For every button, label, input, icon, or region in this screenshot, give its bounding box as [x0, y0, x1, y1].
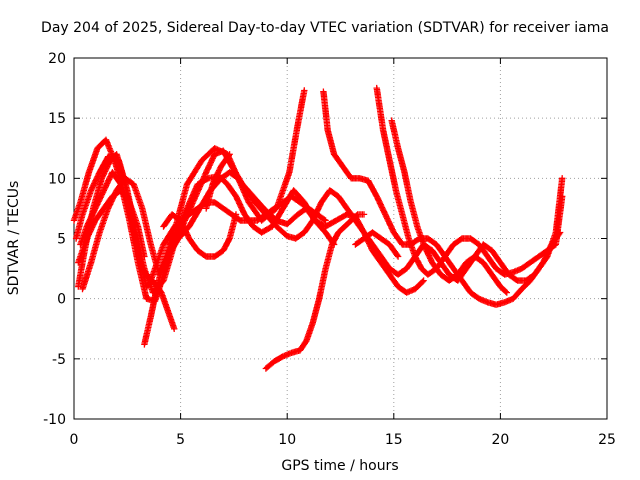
series-markers — [75, 187, 148, 266]
plot-area-border — [73, 57, 608, 420]
series-track-8 — [160, 211, 240, 260]
y-tick-label: 0 — [57, 292, 66, 308]
series-markers — [352, 229, 402, 260]
y-tick-label: 15 — [48, 111, 66, 127]
series-markers — [388, 117, 510, 296]
grid-lines — [74, 58, 607, 419]
series-markers — [141, 193, 329, 348]
data-series — [70, 84, 566, 372]
x-tick-label: 0 — [70, 432, 79, 448]
x-tick-label: 25 — [598, 432, 616, 448]
series-markers — [77, 169, 338, 305]
series-track-10 — [262, 211, 368, 372]
series-track-14 — [352, 229, 402, 260]
y-tick-label: -5 — [52, 352, 66, 368]
y-tick-label: -10 — [43, 412, 66, 428]
series-markers — [203, 151, 233, 212]
series-track-13 — [388, 117, 510, 296]
series-markers — [262, 211, 368, 372]
x-tick-label: 5 — [176, 432, 185, 448]
y-tick-label: 10 — [48, 171, 66, 187]
y-tick-label: 20 — [48, 51, 66, 67]
x-axis-label: GPS time / hours — [281, 458, 398, 474]
series-markers — [160, 211, 240, 260]
y-tick-label: 5 — [57, 232, 66, 248]
chart-title: Day 204 of 2025, Sidereal Day-to-day VTE… — [41, 20, 609, 36]
series-track-7 — [141, 193, 329, 348]
series-track-9 — [203, 151, 233, 212]
x-tick-label: 20 — [491, 432, 509, 448]
axis-ticks: 0 5 10 15 20 25 -10 -5 0 5 10 15 20 — [43, 51, 616, 448]
series-markers — [373, 84, 566, 278]
x-tick-label: 10 — [278, 432, 296, 448]
y-axis-label: SDTVAR / TECUs — [6, 181, 22, 296]
series-track-4 — [77, 169, 338, 305]
x-tick-label: 15 — [385, 432, 403, 448]
series-track-6 — [75, 187, 148, 266]
series-track-12 — [373, 84, 566, 278]
